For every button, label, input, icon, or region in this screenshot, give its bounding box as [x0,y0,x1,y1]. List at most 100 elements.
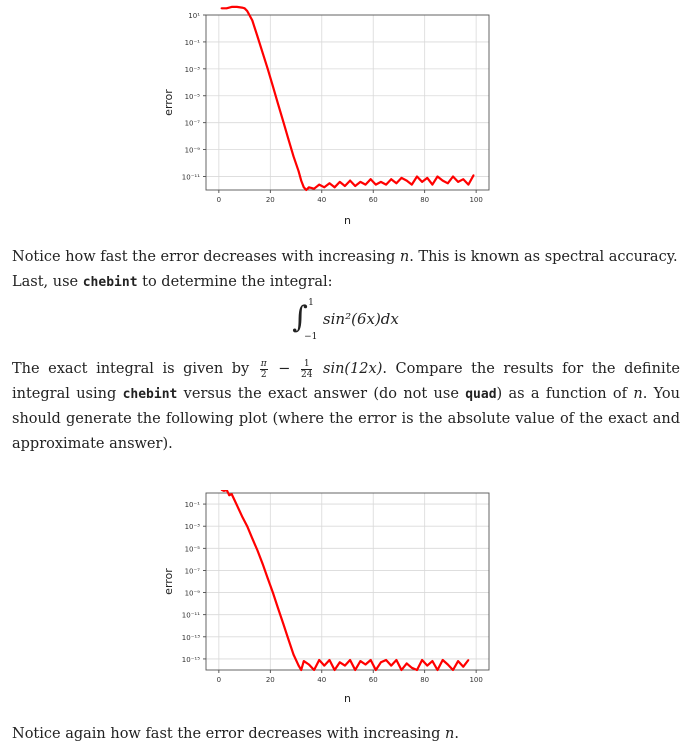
code-quad: quad [465,387,497,402]
error-series-line [220,490,470,672]
error-data-point [241,515,243,518]
error-data-point [344,664,346,667]
error-data-point [374,669,377,671]
error-data-point [323,664,326,667]
error-data-point [446,182,449,185]
x-tick-label: 80 [420,676,429,684]
error-series-line [221,5,475,192]
y-tick-label: 10¹ [188,12,200,20]
error-data-point [225,490,228,491]
y-tick-label: 10⁻¹ [185,501,201,509]
error-data-point [230,493,233,496]
error-data-point [472,174,475,177]
error-data-point [405,179,408,182]
error-data-point [410,666,413,669]
fraction-denominator: 2 [260,369,267,380]
y-tick-label: 10⁻⁷ [185,120,201,128]
error-data-point [426,176,429,179]
error-data-point [251,537,254,540]
y-tick-label: 10⁻¹¹ [182,612,200,620]
text-segment: The exact integral is given by [12,361,258,377]
text-segment: versus the exact answer (do not use [177,386,466,402]
error-data-point [333,669,336,671]
error-data-point [241,6,243,9]
error-data-point [235,6,238,8]
x-axis-label: n [344,214,351,227]
error-data-point [359,660,362,663]
text-segment: . Compare the results for the definite i… [12,361,680,402]
error-data-point [467,183,470,186]
error-data-point [266,67,269,70]
error-data-point [452,669,454,671]
error-data-point [300,669,303,671]
error-data-point [323,186,326,189]
fraction-numerator: π [259,358,268,370]
error-data-point [354,669,357,671]
fraction-denominator: 24 [300,369,313,380]
error-data-point [297,664,300,667]
error-data-point [313,187,315,190]
error-data-point [390,178,393,181]
error-data-point [328,659,331,661]
error-data-point [300,179,303,182]
error-data-point [374,183,377,186]
text-segment: Last, use [12,274,83,290]
error-data-point [426,664,429,667]
error-data-point [223,490,225,492]
text-segment: Notice how fast the error decreases with… [12,249,400,265]
integral-lower-limit: −1 [304,332,318,342]
error-data-point [233,498,236,501]
y-tick-label: 10⁻⁹ [185,147,201,155]
error-data-point [452,175,454,178]
error-data-point [390,664,393,667]
error-data-point [405,662,408,665]
plot-frame [205,14,490,191]
y-axis-label: error [162,568,175,595]
error-data-point [385,183,387,186]
error-data-point [462,665,465,668]
x-tick-label: 0 [217,676,221,684]
minus-sign: − [269,361,299,377]
text-segment: Notice again how fast the error decrease… [12,726,445,742]
error-data-point [462,178,465,181]
error-data-point [292,653,295,656]
error-data-point [338,181,341,183]
error-data-point [441,659,444,661]
error-data-point [256,549,259,552]
error-data-point [302,660,305,663]
error-data-point [287,137,290,140]
error-data-point [225,7,228,10]
x-tick-label: 40 [317,676,326,684]
error-data-point [271,85,274,88]
error-data-point [297,170,300,173]
error-data-point [261,562,264,565]
error-data-point [395,182,398,185]
y-tick-label: 10⁻⁵ [185,93,201,101]
text-segment: . This is known as spectral accuracy. [409,249,678,265]
error-data-point [282,120,285,123]
error-data-point [305,189,308,191]
x-tick-label: 100 [469,196,482,204]
x-tick-label: 20 [266,196,275,204]
code-chebint: chebint [122,387,178,402]
integrand: sin²(6x)dx [322,310,399,328]
error-data-point [220,490,223,491]
error-data-point [271,591,274,594]
y-tick-label: 10⁻⁵ [185,545,201,553]
error-data-point [457,181,460,183]
y-tick-label: 10⁻⁹ [185,590,201,598]
x-tick-label: 0 [217,196,221,204]
error-data-point [416,175,418,178]
y-tick-label: 10⁻¹⁵ [182,656,200,664]
error-data-point [246,525,249,528]
error-data-point [359,181,362,183]
integral-upper-limit: 1 [308,298,314,308]
error-data-point [228,494,231,497]
y-tick-label: 10⁻³ [185,523,201,531]
error-data-point [457,660,460,663]
error-data-point [328,182,331,185]
error-data-point [313,669,315,671]
text-segment: . [454,726,459,742]
error-data-point [385,659,387,661]
error-chart-svg-1: 0 20 40 60 80 100 10¹ 10⁻¹ 10⁻³ 10⁻⁵ 10⁻⁷ 10⁻⁹ 10⁻¹¹… [162,5,490,227]
